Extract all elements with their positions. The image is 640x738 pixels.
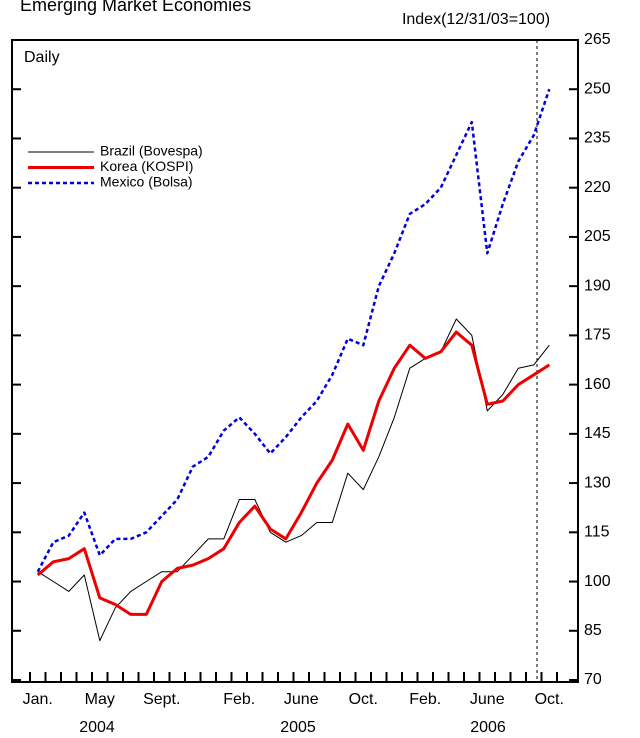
series-line	[37, 318, 550, 642]
y-tick-label: 220	[584, 179, 611, 196]
x-tick-label: Feb.	[223, 691, 255, 708]
x-tick-label: Sept.	[143, 691, 180, 708]
x-tick-label: Oct.	[535, 691, 564, 708]
y-tick-label: 70	[584, 671, 602, 688]
year-label: 2004	[79, 719, 115, 736]
legend-label: Mexico (Bolsa)	[100, 174, 193, 190]
legend-label: Brazil (Bovespa)	[100, 143, 203, 159]
year-label: 2006	[470, 719, 506, 736]
x-tick-label: June	[470, 691, 505, 708]
y-tick-label: 130	[584, 474, 611, 491]
y-tick-label: 175	[584, 327, 611, 344]
x-tick-label: May	[85, 691, 115, 708]
legend-label: Korea (KOSPI)	[100, 158, 193, 174]
y-tick-label: 145	[584, 425, 611, 442]
y-tick-label: 205	[584, 228, 611, 245]
x-tick-label: June	[284, 691, 319, 708]
y-axis-label: Index(12/31/03=100)	[402, 11, 550, 28]
y-tick-label: 190	[584, 277, 611, 294]
y-tick-label: 265	[584, 31, 611, 48]
year-label: 2005	[280, 719, 316, 736]
y-tick-label: 100	[584, 573, 611, 590]
chart-title: Emerging Market Economies	[20, 0, 251, 15]
x-tick-label: Feb.	[409, 691, 441, 708]
series-line	[36, 330, 551, 616]
x-tick-label: Jan.	[23, 691, 53, 708]
y-tick-label: 250	[584, 80, 611, 97]
y-tick-label: 160	[584, 376, 611, 393]
y-tick-label: 115	[584, 524, 610, 541]
y-tick-label: 235	[584, 130, 611, 147]
y-tick-label: 85	[584, 622, 602, 639]
frequency-label: Daily	[24, 49, 60, 66]
plot-frame	[11, 39, 579, 683]
x-tick-label: Oct.	[349, 691, 378, 708]
